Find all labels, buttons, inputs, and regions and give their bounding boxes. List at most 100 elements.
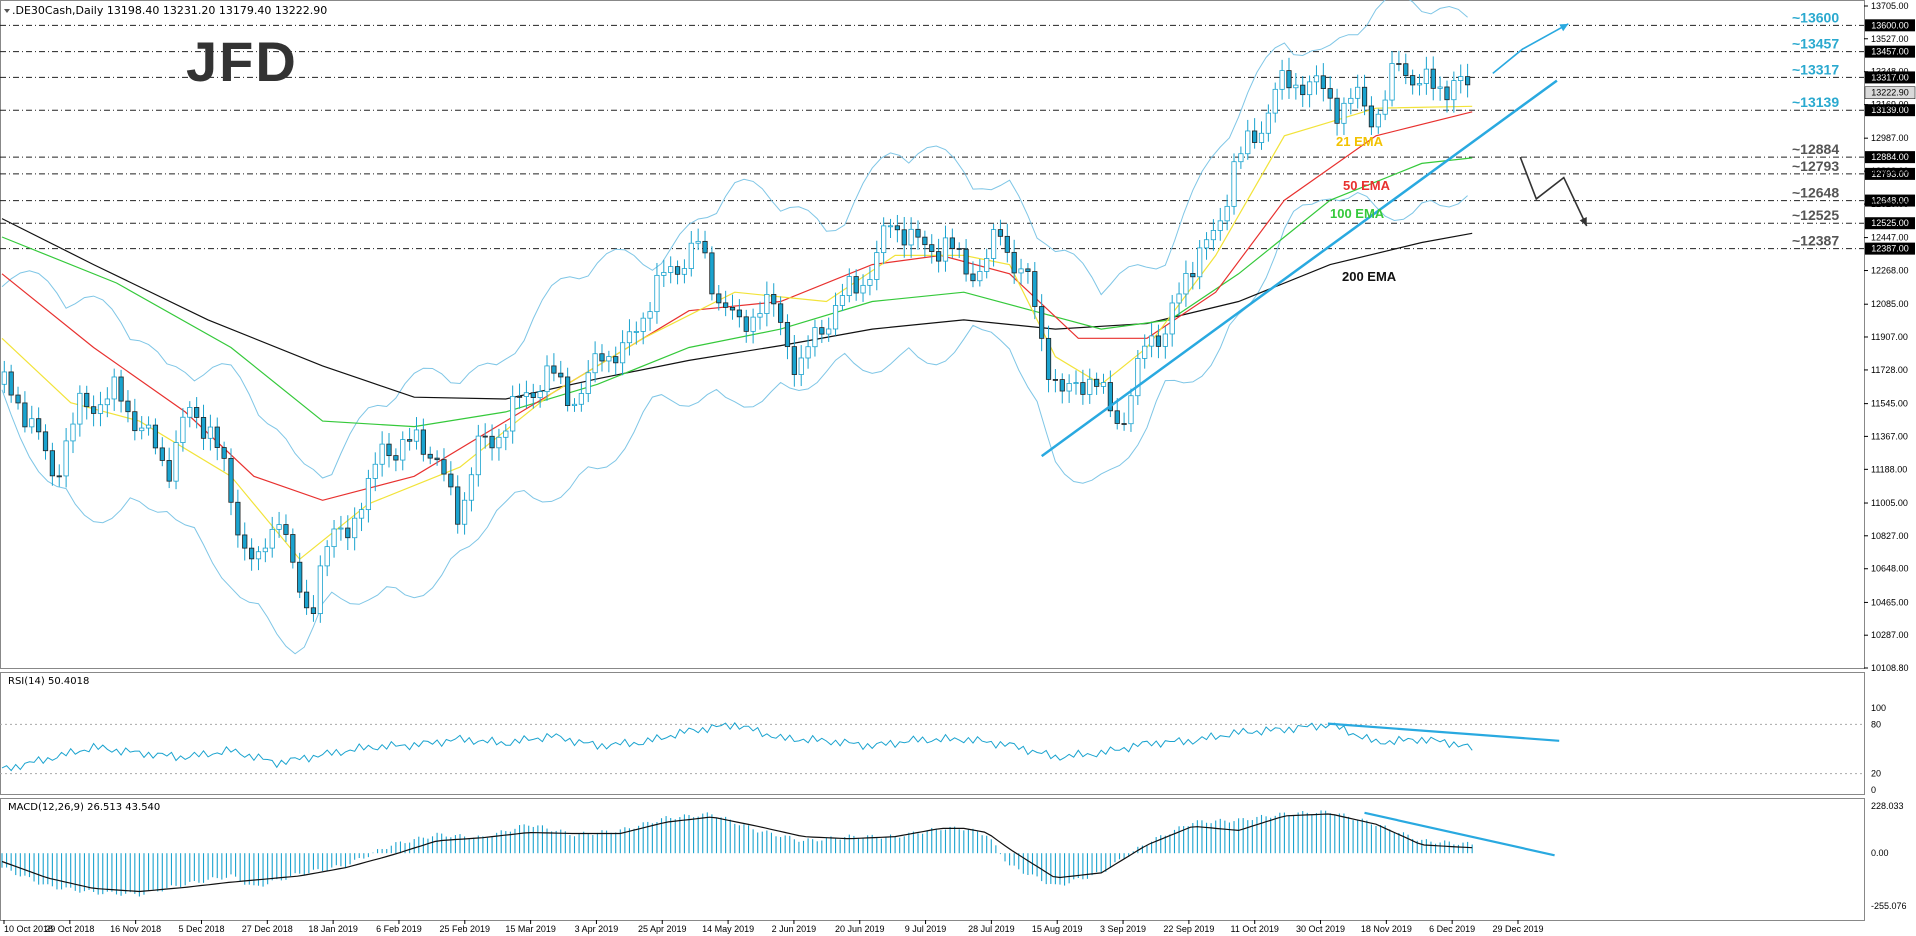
candle-body [571, 403, 578, 407]
candle-body [36, 418, 42, 433]
x-tick-label: 18 Jan 2019 [308, 924, 358, 934]
candle-body [894, 225, 900, 231]
candle-body [1073, 382, 1079, 384]
ema100-line [1, 157, 1473, 428]
level-price-tag [1865, 104, 1915, 117]
candle-body [214, 426, 220, 448]
candle-body [118, 376, 124, 402]
candle-body [1210, 230, 1217, 241]
candle-body [771, 293, 777, 305]
level-label: ~13600 [1792, 9, 1839, 25]
candle-body [1279, 70, 1285, 90]
y-tick-label: 11545.00 [1871, 399, 1908, 409]
candle-body [15, 394, 21, 404]
bollinger-lower-band [1, 192, 1468, 655]
candle-body [592, 353, 598, 374]
candle-body [1437, 86, 1443, 89]
candle-body [461, 499, 468, 525]
bearish-scenario-arrow [1519, 156, 1588, 227]
candle-body [523, 392, 530, 397]
candle-body [832, 305, 839, 330]
y-tick-label: 11907.00 [1871, 332, 1908, 342]
candle-body [839, 295, 846, 306]
level-price-tag [1865, 242, 1915, 255]
candle-body [1, 371, 7, 385]
candle-body [1052, 379, 1058, 381]
candle-body [1080, 382, 1086, 395]
y-tick-label: 12987.00 [1871, 133, 1909, 143]
candle-body [846, 276, 852, 296]
candle-body [626, 331, 633, 344]
candle-body [784, 321, 791, 348]
rsi-y-tick-label: 20 [1871, 769, 1881, 779]
candle-body [977, 271, 983, 282]
candle-body [269, 528, 275, 549]
candle-body [358, 509, 365, 519]
uptrend-line [1040, 79, 1558, 458]
macd-divergence-line [1364, 811, 1555, 857]
candle-body [249, 547, 255, 560]
candle-body [324, 546, 330, 567]
y-tick-label: 13348.00 [1871, 67, 1909, 77]
candle-body [1039, 306, 1045, 339]
candle-body [276, 524, 282, 530]
candle-body [688, 242, 694, 269]
candle-body [434, 457, 440, 461]
x-tick-label: 5 Dec 2018 [178, 924, 224, 934]
candle-body [606, 356, 612, 362]
candle-body [255, 551, 262, 560]
candle-body [352, 517, 358, 539]
candle-body [427, 453, 433, 459]
candle-body [963, 248, 969, 275]
level-price-tag-text: 13600.00 [1871, 20, 1909, 30]
rsi-pane-border [0, 672, 1865, 795]
candle-body [180, 416, 186, 443]
candle-body [1135, 358, 1141, 397]
candle-body [1272, 88, 1278, 114]
candle-body [1265, 112, 1271, 134]
candle-body [194, 407, 200, 418]
candle-body [558, 372, 564, 378]
main-pane-border [0, 0, 1865, 669]
candle-body [970, 273, 976, 282]
level-price-tag-text: 12525.00 [1871, 218, 1909, 228]
candle-body [915, 228, 921, 238]
candle-body [516, 395, 523, 398]
x-tick-label: 15 Mar 2019 [505, 924, 556, 934]
ema50-line [1, 111, 1473, 501]
macd-y-tick-label: 228.033 [1871, 801, 1904, 811]
candle-body [8, 371, 14, 396]
candle-body [929, 244, 935, 253]
bearish-scenario-arrow-head [1579, 216, 1587, 226]
candle-body [1162, 333, 1168, 347]
x-tick-label: 22 Sep 2019 [1163, 924, 1214, 934]
candle-body [956, 247, 962, 250]
candle-body [613, 356, 619, 364]
candle-body [503, 430, 509, 438]
level-price-tag [1865, 151, 1915, 164]
candle-body [791, 346, 797, 375]
candle-body [1375, 113, 1381, 128]
brand-logo: JFD [186, 30, 298, 93]
candle-body [1190, 273, 1196, 278]
candle-body [881, 225, 887, 254]
candle-body [91, 406, 97, 414]
candle-body [819, 327, 825, 335]
bullish-scenario-arrow [1492, 23, 1569, 74]
candle-body [1451, 80, 1457, 101]
candle-body [633, 331, 639, 333]
candle-body [104, 398, 110, 406]
candle-body [1465, 76, 1471, 86]
candle-body [1018, 268, 1024, 274]
candle-body [750, 316, 756, 332]
y-tick-label: 13169.00 [1871, 100, 1909, 110]
candle-body [400, 439, 406, 461]
candle-body [1341, 102, 1347, 124]
candle-body [578, 393, 584, 405]
candle-body [1100, 382, 1107, 387]
candle-body [565, 376, 571, 407]
candle-body [647, 311, 653, 319]
candle-body [640, 317, 646, 332]
candle-body [1458, 76, 1464, 81]
level-price-tag [1865, 19, 1915, 32]
